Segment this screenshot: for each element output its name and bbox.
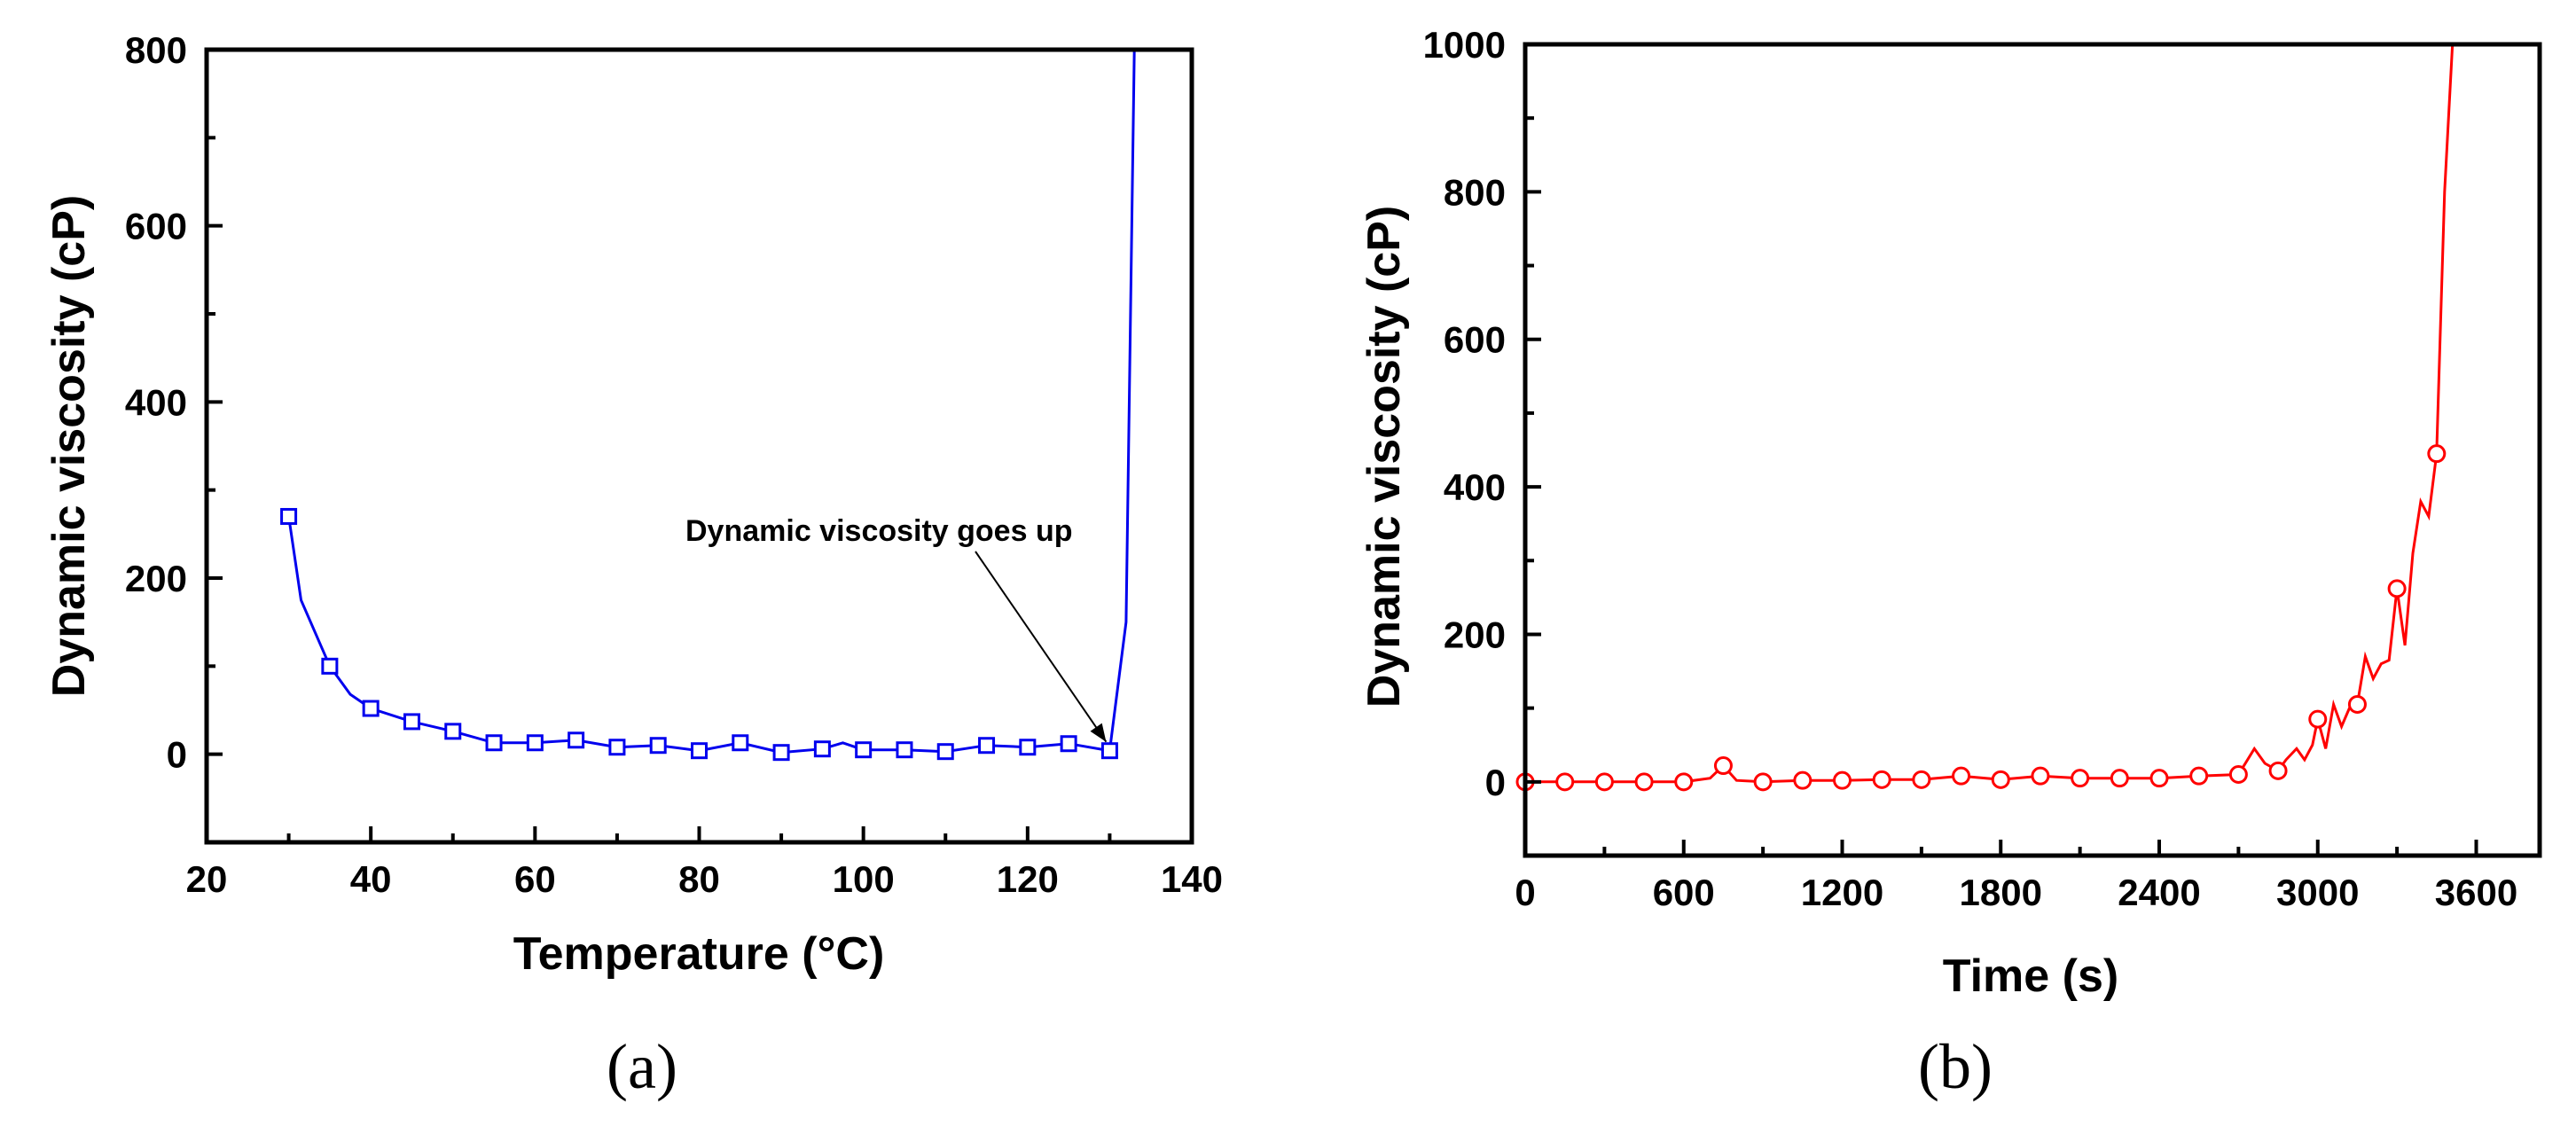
panel-b-data-point	[2189, 766, 2209, 786]
panel-b-data-point	[1793, 770, 1813, 790]
panel-b-data-point	[2228, 765, 2248, 784]
panel-a-annotation-arrowhead	[1090, 723, 1107, 742]
panel-a-data-point	[1060, 735, 1077, 753]
panel-b-marks	[1515, 44, 2455, 792]
panel-a-annotation: Dynamic viscosity goes up	[685, 514, 1073, 548]
panel-b-y-tick-label: 200	[1444, 614, 1506, 655]
panel-a-data-point	[280, 507, 298, 525]
panel-b-data-point	[2071, 769, 2090, 788]
panel-a-x-tick-label: 100	[833, 858, 895, 900]
panel-b-data-point	[1594, 772, 1614, 792]
panel-b-data-point	[1674, 772, 1694, 792]
panel-b-x-axis-title: Time (s)	[1943, 950, 2118, 1002]
panel-a-data-point	[403, 713, 420, 731]
panel-b-data-point	[2308, 709, 2328, 729]
panel-a-data-point	[568, 731, 585, 749]
panel-b-x-tick-label: 3600	[2435, 872, 2517, 913]
panel-b-data-point	[2031, 766, 2050, 786]
panel-b-data-point	[2110, 769, 2129, 788]
panel-b-data-point	[2149, 769, 2169, 788]
panel-b-x-tick-label: 1800	[1960, 872, 2042, 913]
panel-a-data-point	[321, 657, 339, 675]
panel-b-data-point	[2387, 579, 2407, 598]
panel-a-y-tick-label: 200	[125, 558, 187, 599]
panel-a-marks	[280, 50, 1136, 762]
panel-b-data-point	[1991, 770, 2010, 789]
panel-b-x-tick-label: 3000	[2276, 872, 2359, 913]
panel-b-frame	[1523, 42, 2542, 858]
panel-a-x-tick-label: 140	[1161, 858, 1223, 900]
panel-a-x-tick-label: 80	[678, 858, 720, 900]
panel-a-x-tick-label: 40	[350, 858, 392, 900]
panel-b-x-tick-label: 0	[1515, 872, 1535, 913]
panel-b-y-axis-title: Dynamic viscosity (cP)	[1358, 206, 1410, 708]
panel-a-data-point	[732, 734, 749, 752]
panel-a-data-point	[855, 741, 873, 759]
panel-a-frame	[204, 47, 1194, 845]
panel-a-x-tick-label: 120	[997, 858, 1059, 900]
chart-panel-b: 0 600 1200 1800 2400 3000 3600 0 200 400 600 800 100…	[1358, 24, 2542, 1102]
panel-b-y-tick-label: 0	[1485, 762, 1506, 803]
panel-a-y-tick-label: 400	[125, 381, 187, 423]
chart-panel-a: 20 40 60 80 100 120 140 0 200 400 600 800 Temperatu…	[43, 29, 1223, 1102]
panel-a-data-point	[362, 700, 380, 717]
panel-a-annotation-arrow	[975, 551, 1108, 743]
panel-a-data-point	[936, 743, 954, 761]
panel-a-data-point	[813, 740, 831, 758]
panel-b-y-tick-label: 1000	[1423, 24, 1506, 66]
panel-a-y-axis-title: Dynamic viscosity (cP)	[43, 195, 95, 697]
panel-b-data-point	[2427, 444, 2447, 464]
panel-b-series-line	[1525, 44, 2455, 784]
panel-a-data-point	[444, 723, 462, 740]
panel-a-data-point	[1019, 739, 1037, 756]
panel-b-data-point	[1872, 770, 1891, 789]
panel-b-y-tick-label: 800	[1444, 171, 1506, 213]
panel-b-data-point	[1634, 772, 1654, 792]
panel-a-data-point	[608, 739, 626, 756]
panel-b-y-tick-label: 400	[1444, 466, 1506, 508]
panel-a-x-axis-title: Temperature (°C)	[513, 928, 885, 980]
panel-b-data-point	[1713, 756, 1733, 776]
panel-a-x-tick-label: 20	[186, 858, 228, 900]
panel-b-data-point	[1753, 772, 1773, 792]
panel-a-y-tick-label: 0	[167, 734, 187, 776]
panel-a-data-point	[772, 744, 790, 762]
panel-b-y-tick-label: 600	[1444, 319, 1506, 361]
panel-a-data-point	[485, 734, 503, 752]
panel-a-data-point	[978, 737, 996, 755]
panel-a-data-point	[526, 734, 544, 752]
panel-b-data-point	[1833, 770, 1852, 790]
panel-a-y-tick-label: 600	[125, 206, 187, 247]
panel-a-data-point	[691, 742, 708, 760]
panel-b-data-point	[1952, 766, 1971, 786]
panel-b-x-tick-label: 600	[1653, 872, 1715, 913]
panel-b-data-point	[2268, 761, 2288, 780]
panel-b-ticks: 0 600 1200 1800 2400 3000 3600 0 200 400 600 800 100…	[1423, 24, 2518, 913]
panel-a-x-tick-label: 60	[514, 858, 556, 900]
panel-b-data-point	[1555, 772, 1575, 792]
panel-a-series-line	[287, 50, 1136, 755]
panel-b-x-tick-label: 2400	[2118, 872, 2200, 913]
panel-a-data-point	[896, 741, 913, 759]
panel-a-ticks: 20 40 60 80 100 120 140 0 200 400 600 800	[125, 29, 1223, 900]
panel-b-label: (b)	[1918, 1031, 1993, 1102]
panel-a-label: (a)	[607, 1031, 677, 1102]
panel-a-data-point	[649, 737, 667, 755]
panel-b-data-point	[2347, 694, 2367, 714]
panel-b-data-point	[1912, 770, 1931, 789]
panel-a-y-tick-label: 800	[125, 29, 187, 71]
panel-a-data-point	[1100, 742, 1118, 760]
panel-b-x-tick-label: 1200	[1801, 872, 1883, 913]
